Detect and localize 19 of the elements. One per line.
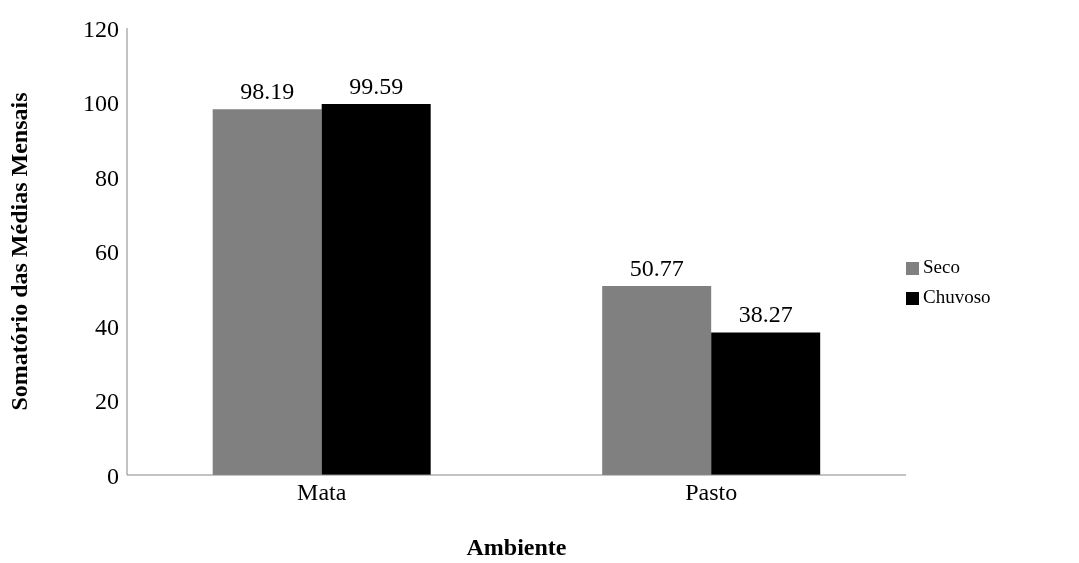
x-axis-title: Ambiente	[466, 534, 567, 560]
y-tick-label: 20	[95, 388, 119, 415]
data-label: 98.19	[240, 78, 295, 105]
y-tick-label: 40	[95, 313, 119, 340]
legend-label: Seco	[923, 255, 960, 277]
y-tick-label: 120	[83, 15, 119, 42]
y-tick-label: 0	[107, 462, 119, 489]
y-axis-title: Somatório das Médias Mensais	[5, 92, 32, 411]
x-tick-label: Pasto	[685, 479, 738, 506]
y-tick-label: 80	[95, 164, 119, 191]
x-tick-label: Mata	[297, 479, 347, 506]
data-label: 50.77	[629, 254, 684, 281]
bar	[711, 332, 821, 475]
data-label: 99.59	[349, 73, 404, 100]
legend-label: Chuvoso	[923, 285, 991, 307]
bar	[321, 104, 431, 475]
y-tick-label: 60	[95, 239, 119, 266]
y-tick-label: 100	[83, 90, 119, 117]
data-label: 38.27	[738, 301, 793, 328]
